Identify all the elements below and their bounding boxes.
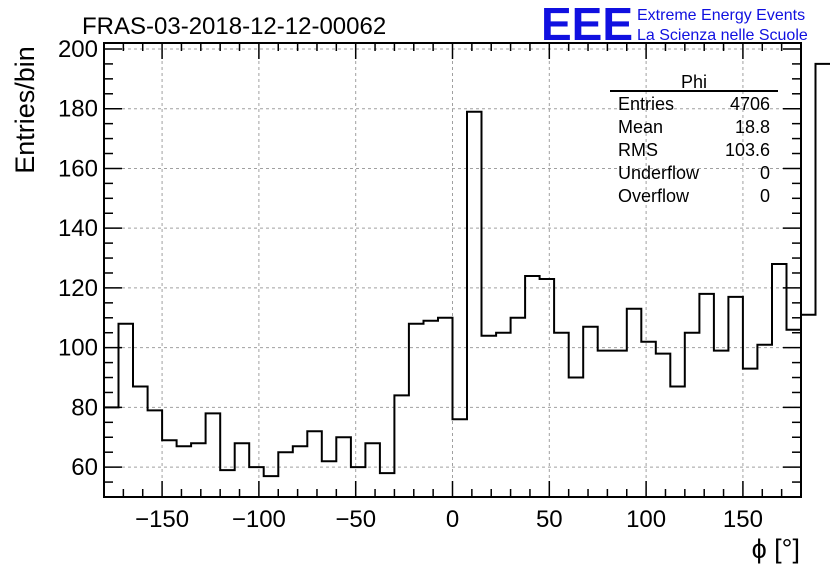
stats-label: RMS — [618, 140, 658, 160]
x-tick-label: 100 — [626, 506, 666, 533]
eee-logo-mark: EEE — [541, 0, 633, 50]
logo-line-2: La Scienza nelle Scuole — [637, 27, 808, 44]
grid — [104, 43, 801, 497]
y-tick-labels: 60 80 100 120 140 160 180 200 — [58, 36, 98, 481]
y-tick-label: 100 — [58, 335, 98, 362]
logo-line-1: Extreme Energy Events — [637, 7, 805, 24]
stats-value: 4706 — [730, 94, 770, 114]
stats-label: Underflow — [618, 163, 700, 183]
x-tick-label: 50 — [536, 506, 563, 533]
plot-frame — [103, 42, 802, 498]
axis-ticks — [103, 43, 802, 498]
stats-value: 103.6 — [725, 140, 770, 160]
y-tick-label: 80 — [71, 394, 98, 421]
x-tick-labels: −150 −100 −50 0 50 100 150 — [135, 506, 763, 533]
x-tick-label: 150 — [723, 506, 763, 533]
stats-label: Mean — [618, 117, 663, 137]
stats-box: Phi Entries 4706 Mean 18.8 RMS 103.6 Underflow… — [610, 72, 778, 206]
stats-label: Entries — [618, 94, 674, 114]
y-axis-label: Entries/bin — [10, 46, 40, 174]
x-axis-label: ϕ [°] — [752, 534, 800, 564]
stats-label: Overflow — [618, 186, 690, 206]
stats-title: Phi — [681, 72, 707, 92]
stats-value: 0 — [760, 186, 770, 206]
y-tick-label: 140 — [58, 215, 98, 242]
x-tick-label: 0 — [446, 506, 459, 533]
y-tick-label: 60 — [71, 454, 98, 481]
eee-logo: EEE Extreme Energy Events La Scienza nel… — [541, 0, 808, 50]
stats-value: 0 — [760, 163, 770, 183]
y-tick-label: 120 — [58, 275, 98, 302]
y-tick-label: 200 — [58, 36, 98, 63]
chart-title: FRAS-03-2018-12-12-00062 — [82, 13, 386, 40]
x-tick-label: −150 — [135, 506, 189, 533]
y-tick-label: 180 — [58, 96, 98, 123]
stats-value: 18.8 — [735, 117, 770, 137]
x-tick-label: −50 — [335, 506, 376, 533]
y-tick-label: 160 — [58, 155, 98, 182]
x-tick-label: −100 — [232, 506, 286, 533]
stats-rows: Entries 4706 Mean 18.8 RMS 103.6 Underflow 0 Ove… — [618, 94, 770, 206]
histogram-line — [104, 62, 830, 478]
